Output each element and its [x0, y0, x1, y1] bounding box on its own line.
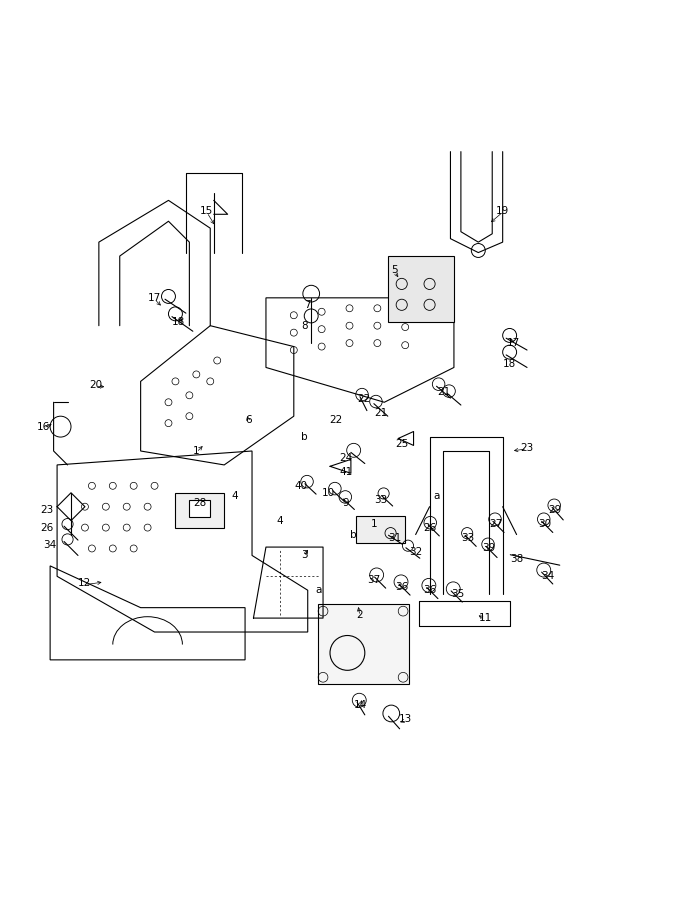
- Text: 34: 34: [541, 571, 554, 581]
- Text: 36: 36: [395, 582, 408, 592]
- Text: 6: 6: [245, 415, 252, 425]
- Text: 34: 34: [43, 540, 57, 550]
- Text: 35: 35: [451, 589, 464, 599]
- Bar: [175, 492, 224, 528]
- Text: 17: 17: [507, 338, 520, 348]
- Text: 33: 33: [374, 494, 387, 505]
- Text: a: a: [433, 492, 440, 502]
- Text: 9: 9: [343, 498, 350, 508]
- Text: 18: 18: [172, 318, 185, 327]
- Text: 4: 4: [277, 516, 283, 526]
- Bar: [356, 517, 405, 543]
- Text: 5: 5: [391, 265, 398, 275]
- Text: 19: 19: [496, 206, 510, 216]
- Text: 11: 11: [479, 613, 492, 623]
- Text: 24: 24: [340, 453, 352, 463]
- Text: 40: 40: [294, 481, 308, 491]
- Text: a: a: [315, 585, 322, 595]
- Text: 4: 4: [231, 492, 238, 502]
- Text: 22: 22: [329, 415, 343, 425]
- Text: b: b: [301, 432, 308, 442]
- Text: 41: 41: [340, 467, 352, 477]
- Text: 22: 22: [356, 394, 370, 404]
- Text: 7: 7: [304, 299, 311, 309]
- Bar: [318, 604, 409, 685]
- Text: 39: 39: [482, 544, 496, 554]
- Text: 36: 36: [423, 585, 436, 595]
- Text: 26: 26: [40, 522, 53, 532]
- Text: 14: 14: [353, 700, 366, 710]
- Text: 8: 8: [301, 321, 308, 331]
- Text: b: b: [350, 529, 356, 539]
- Text: 16: 16: [36, 421, 50, 432]
- Text: 21: 21: [374, 408, 387, 418]
- Text: 37: 37: [367, 575, 380, 584]
- Text: 38: 38: [510, 554, 524, 564]
- Text: 15: 15: [200, 206, 213, 216]
- Text: 29: 29: [548, 505, 561, 515]
- Text: 1: 1: [193, 446, 200, 456]
- Text: 26: 26: [423, 522, 436, 532]
- Bar: [388, 256, 454, 322]
- Text: 12: 12: [78, 578, 92, 588]
- Text: 33: 33: [461, 533, 475, 543]
- Text: 28: 28: [193, 498, 206, 508]
- Text: 23: 23: [521, 443, 533, 453]
- Text: 1: 1: [370, 520, 377, 529]
- Text: 25: 25: [395, 439, 408, 449]
- Text: 3: 3: [301, 550, 308, 560]
- Text: 13: 13: [398, 714, 412, 724]
- Text: 27: 27: [489, 520, 503, 529]
- Text: 31: 31: [388, 533, 401, 543]
- Text: 17: 17: [148, 293, 161, 303]
- Text: 18: 18: [503, 359, 517, 369]
- Text: 21: 21: [437, 387, 450, 397]
- Bar: [189, 500, 210, 517]
- Text: 10: 10: [322, 488, 336, 498]
- Text: 2: 2: [356, 610, 363, 620]
- Text: 32: 32: [409, 547, 422, 557]
- Text: 23: 23: [40, 505, 53, 515]
- Text: 20: 20: [89, 380, 102, 390]
- Text: 30: 30: [538, 520, 551, 529]
